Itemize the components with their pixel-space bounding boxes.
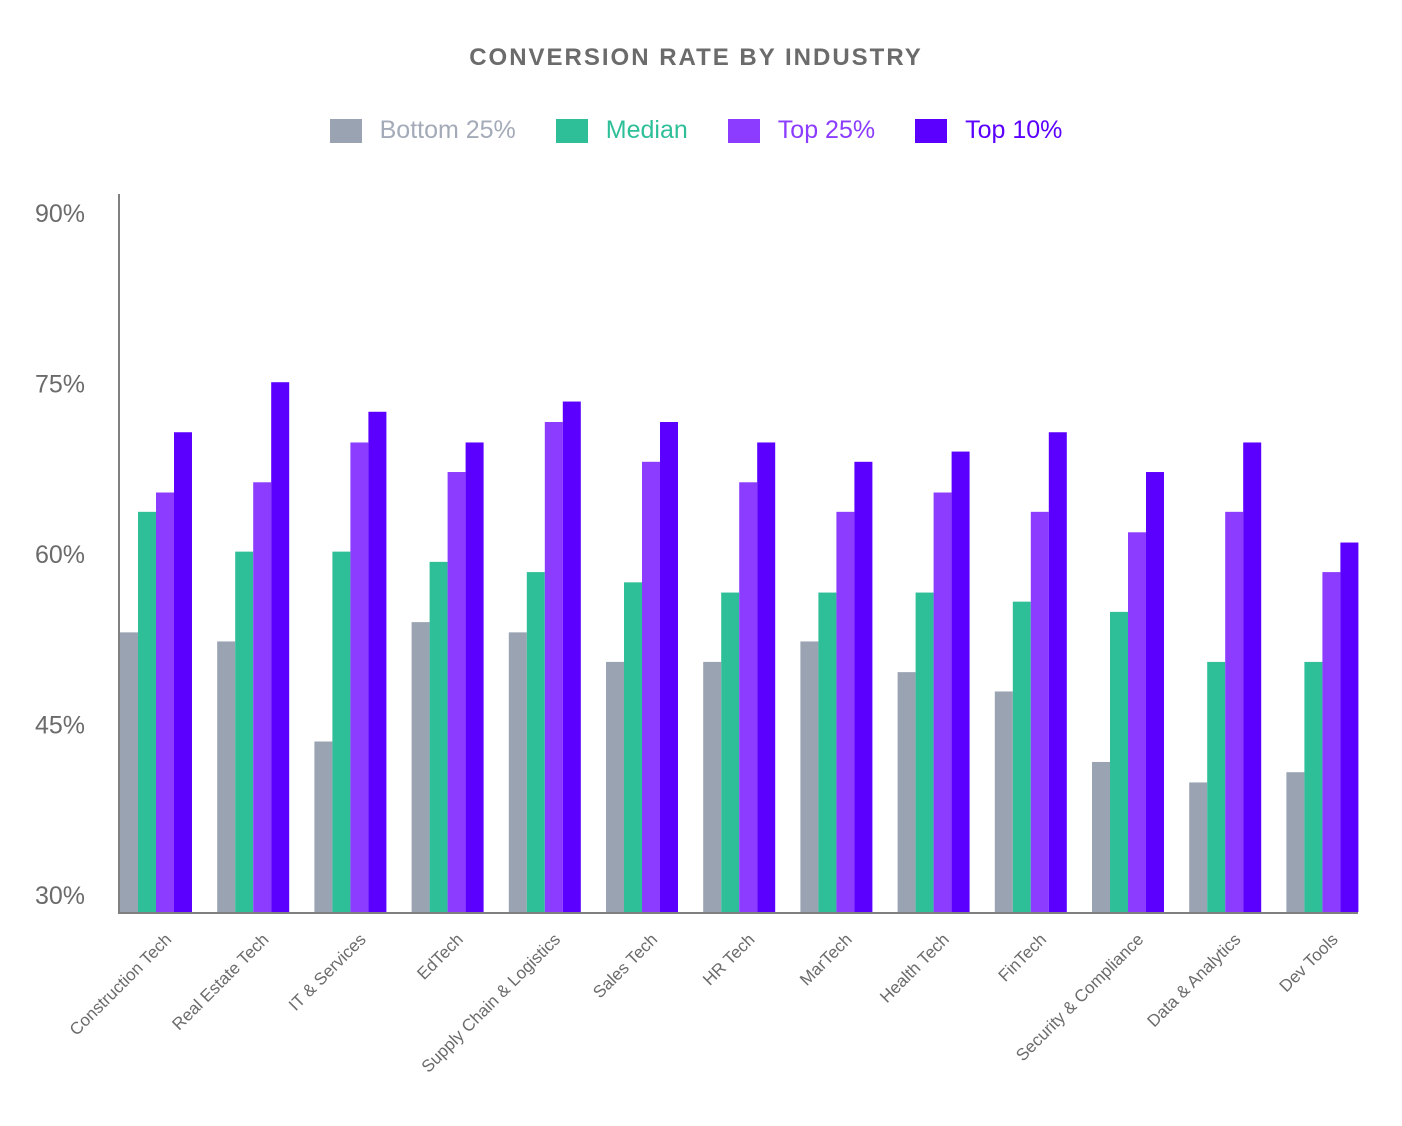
bar-top-25- (156, 492, 174, 912)
legend-label: Top 25% (777, 116, 876, 144)
bar-median (915, 592, 934, 912)
bar-bottom-25- (1286, 772, 1305, 912)
x-tick-label: MarTech (796, 930, 856, 990)
bar-top-25- (1128, 532, 1146, 912)
bar-bottom-25- (508, 632, 527, 912)
bar-top-10- (1146, 472, 1164, 912)
legend-swatch (555, 118, 588, 143)
legend: Bottom 25% Median Top 25% Top 10% (0, 116, 1392, 145)
bar-median (818, 592, 837, 912)
bar-top-25- (642, 461, 660, 912)
x-tick-label: EdTech (413, 930, 467, 984)
bar-top-10- (1048, 432, 1067, 912)
bar-top-25- (350, 442, 369, 912)
legend-item-median: Median (555, 116, 688, 145)
bar-top-10- (562, 401, 581, 912)
bar-median (1110, 611, 1128, 912)
y-tick-label: 90% (35, 200, 85, 228)
bar-median (526, 572, 545, 912)
legend-label: Bottom 25% (379, 116, 516, 144)
bar-median (721, 592, 740, 912)
x-tick-label: Real Estate Tech (168, 930, 272, 1034)
bar-median (1304, 661, 1323, 912)
legend-swatch (329, 118, 362, 143)
x-tick-label: Health Tech (876, 930, 953, 1007)
bar-top-10- (174, 432, 192, 912)
bar-bottom-25- (1189, 782, 1208, 912)
bar-bottom-25- (411, 622, 430, 912)
bar-top-25- (933, 492, 952, 912)
bar-bottom-25- (703, 661, 722, 912)
legend-swatch (915, 118, 948, 143)
bar-top-10- (368, 411, 387, 912)
bar-median (138, 511, 156, 912)
bar-median (1012, 601, 1031, 912)
x-tick-label: Dev Tools (1276, 930, 1342, 996)
bar-median (235, 551, 254, 912)
x-tick-label: Data & Analytics (1144, 930, 1245, 1031)
x-tick-label: IT & Services (285, 930, 370, 1015)
bar-top-25- (836, 511, 855, 912)
bar-top-10- (951, 451, 970, 912)
bar-top-10- (271, 382, 290, 912)
bar-bottom-25- (606, 661, 624, 912)
bar-top-10- (1340, 542, 1359, 912)
bar-bottom-25- (1092, 761, 1110, 912)
x-tick-label: HR Tech (699, 930, 758, 989)
bar-median (1207, 661, 1226, 912)
legend-item-top-10: Top 10% (915, 116, 1062, 145)
bar-top-25- (1225, 511, 1244, 912)
bar-top-25- (1322, 572, 1341, 912)
legend-item-top-25: Top 25% (727, 116, 876, 145)
bar-top-25- (447, 472, 466, 912)
bar-top-10- (1243, 442, 1262, 912)
bar-median (332, 551, 351, 912)
bar-median (624, 582, 642, 912)
bar-bottom-25- (217, 641, 236, 912)
bar-top-25- (253, 482, 272, 912)
y-tick-label: 30% (35, 882, 85, 910)
y-tick-label: 60% (35, 541, 85, 569)
bar-top-25- (544, 422, 563, 912)
y-tick-label: 45% (35, 711, 85, 739)
legend-label: Top 10% (965, 116, 1063, 144)
x-tick-label: Construction Tech (66, 930, 175, 1039)
y-tick-label: 75% (35, 370, 85, 398)
chart-title: CONVERSION RATE BY INDUSTRY (469, 44, 923, 71)
legend-item-bottom-25: Bottom 25% (329, 116, 516, 145)
bar-bottom-25- (800, 641, 819, 912)
bar-top-10- (757, 442, 776, 912)
x-tick-label: FinTech (995, 930, 1051, 986)
bar-top-10- (660, 422, 678, 912)
legend-swatch (727, 118, 760, 143)
bar-bottom-25- (314, 741, 333, 912)
bar-bottom-25- (994, 691, 1013, 912)
bar-bottom-25- (897, 672, 916, 912)
bar-top-25- (1030, 511, 1049, 912)
bar-top-10- (854, 461, 873, 912)
x-tick-label: Sales Tech (589, 930, 661, 1002)
bar-top-25- (739, 482, 758, 912)
bar-median (429, 561, 448, 912)
bar-bottom-25- (120, 632, 138, 912)
legend-label: Median (605, 116, 688, 144)
bar-top-10- (465, 442, 484, 912)
